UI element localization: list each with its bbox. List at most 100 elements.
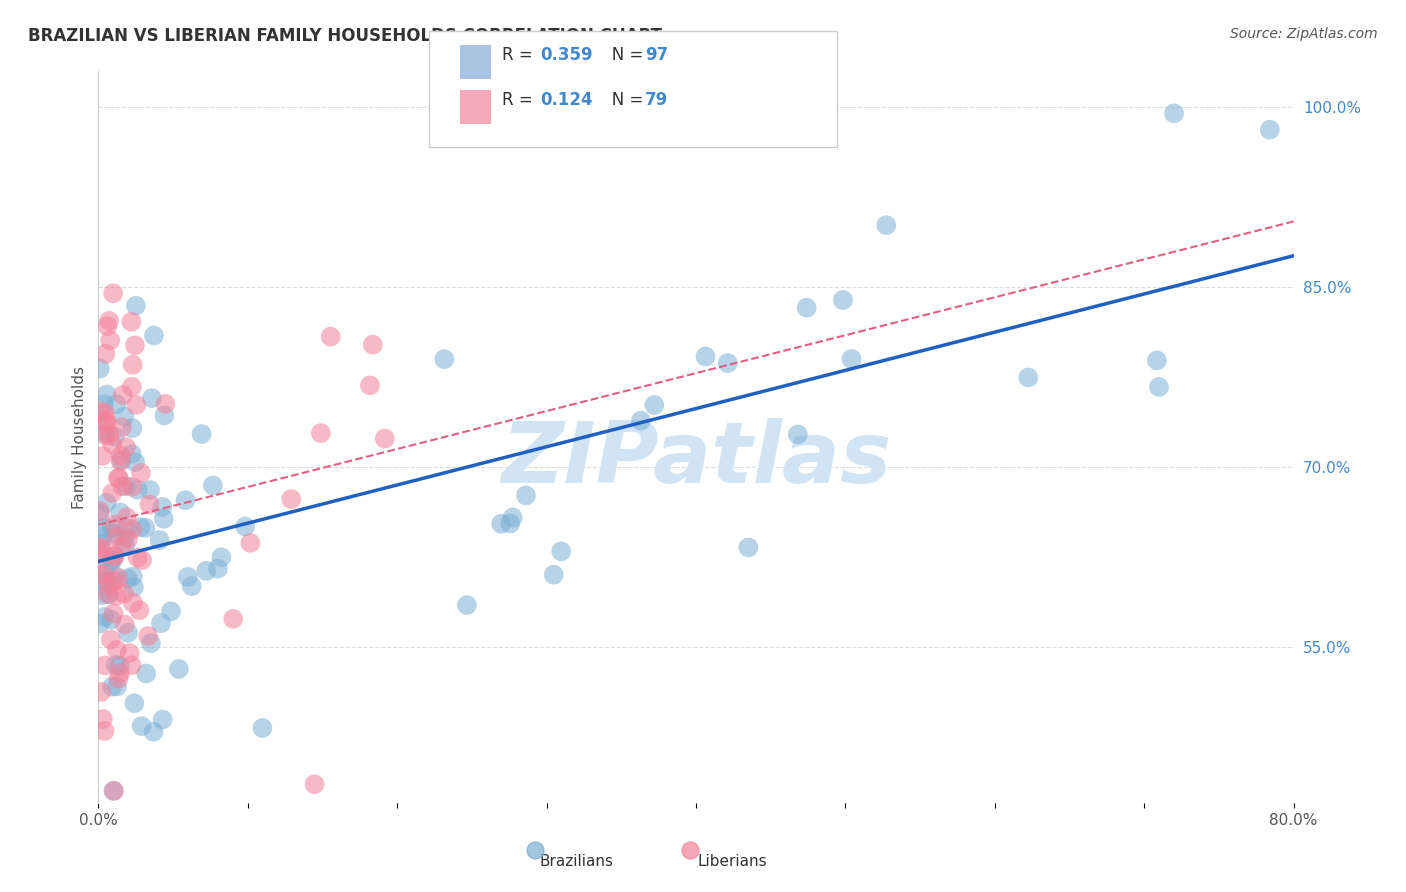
Brazilians xyxy=(108,658,131,673)
Brazilians xyxy=(96,495,118,509)
Brazilians xyxy=(127,483,149,497)
Brazilians xyxy=(121,421,143,435)
Brazilians xyxy=(252,721,274,735)
Brazilians xyxy=(209,550,232,565)
Liberians xyxy=(319,329,342,343)
Text: 97: 97 xyxy=(645,46,669,64)
Brazilians xyxy=(89,361,111,376)
Brazilians xyxy=(489,516,512,531)
Brazilians xyxy=(114,530,136,544)
Brazilians xyxy=(103,784,125,798)
Brazilians xyxy=(89,537,111,551)
Liberians xyxy=(108,665,131,680)
Liberians xyxy=(114,617,136,632)
Brazilians xyxy=(114,538,136,552)
Brazilians xyxy=(121,569,143,583)
Liberians xyxy=(94,406,117,420)
Liberians xyxy=(128,603,150,617)
Liberians xyxy=(103,574,125,589)
Liberians xyxy=(124,338,146,352)
Text: R =: R = xyxy=(502,91,538,109)
Liberians xyxy=(112,586,135,600)
Brazilians xyxy=(1146,353,1168,368)
Brazilians xyxy=(115,479,138,493)
Brazilians xyxy=(121,447,143,461)
Brazilians xyxy=(104,568,127,582)
Text: 79: 79 xyxy=(645,91,669,109)
Brazilians xyxy=(1258,122,1281,136)
Brazilians xyxy=(841,351,863,366)
Liberians xyxy=(136,629,159,643)
Text: BRAZILIAN VS LIBERIAN FAMILY HOUSEHOLDS CORRELATION CHART: BRAZILIAN VS LIBERIAN FAMILY HOUSEHOLDS … xyxy=(28,27,662,45)
Brazilians xyxy=(117,572,139,586)
Liberians xyxy=(103,784,125,798)
Liberians xyxy=(222,612,245,626)
Brazilians xyxy=(91,552,114,566)
Liberians xyxy=(138,498,160,512)
Brazilians xyxy=(1017,370,1039,384)
Liberians xyxy=(91,712,114,726)
Brazilians xyxy=(737,541,759,555)
Liberians xyxy=(121,358,143,372)
Brazilians xyxy=(105,680,128,694)
Liberians xyxy=(107,471,129,485)
Liberians xyxy=(91,449,114,463)
Brazilians xyxy=(153,409,176,423)
Brazilians xyxy=(94,426,117,441)
Brazilians xyxy=(142,724,165,739)
Brazilians xyxy=(233,519,256,533)
Text: 0.359: 0.359 xyxy=(540,46,592,64)
Brazilians xyxy=(160,604,183,618)
Brazilians xyxy=(515,488,537,502)
Brazilians xyxy=(122,580,145,594)
Brazilians xyxy=(100,613,122,627)
Liberians xyxy=(111,479,134,493)
Liberians xyxy=(96,413,118,427)
Liberians xyxy=(96,319,118,334)
Brazilians xyxy=(1147,380,1170,394)
Text: 0.124: 0.124 xyxy=(540,91,592,109)
Brazilians xyxy=(131,719,153,733)
Liberians xyxy=(89,541,111,555)
Liberians xyxy=(96,587,118,601)
Liberians xyxy=(359,378,381,392)
Brazilians xyxy=(139,483,162,497)
Brazilians xyxy=(167,662,190,676)
Brazilians xyxy=(135,666,157,681)
Liberians xyxy=(110,449,132,463)
Liberians xyxy=(125,398,148,412)
Brazilians xyxy=(456,598,478,612)
Brazilians xyxy=(152,512,174,526)
Liberians xyxy=(89,404,111,418)
Brazilians xyxy=(94,566,117,581)
Liberians xyxy=(374,432,396,446)
Liberians xyxy=(121,480,143,494)
Text: R =: R = xyxy=(502,46,538,64)
Brazilians xyxy=(101,526,124,541)
Liberians xyxy=(118,646,141,660)
Liberians xyxy=(98,334,121,348)
Liberians xyxy=(111,420,134,434)
Brazilians xyxy=(125,299,148,313)
Brazilians xyxy=(502,510,524,524)
Brazilians xyxy=(150,500,173,514)
Brazilians xyxy=(832,293,855,307)
Text: Source: ZipAtlas.com: Source: ZipAtlas.com xyxy=(1230,27,1378,41)
Liberians xyxy=(101,437,124,451)
Brazilians xyxy=(499,516,522,531)
Liberians xyxy=(94,347,117,361)
Brazilians xyxy=(695,350,717,364)
Liberians xyxy=(120,315,142,329)
Brazilians xyxy=(1163,106,1185,120)
Liberians xyxy=(129,466,152,480)
Brazilians xyxy=(796,301,818,315)
Brazilians xyxy=(110,453,132,467)
Brazilians xyxy=(177,570,200,584)
Liberians xyxy=(103,549,125,564)
Liberians xyxy=(91,567,114,582)
Brazilians xyxy=(124,455,146,469)
Brazilians xyxy=(104,657,127,672)
Liberians xyxy=(98,578,121,592)
Liberians xyxy=(115,510,138,524)
Liberians xyxy=(110,454,132,468)
